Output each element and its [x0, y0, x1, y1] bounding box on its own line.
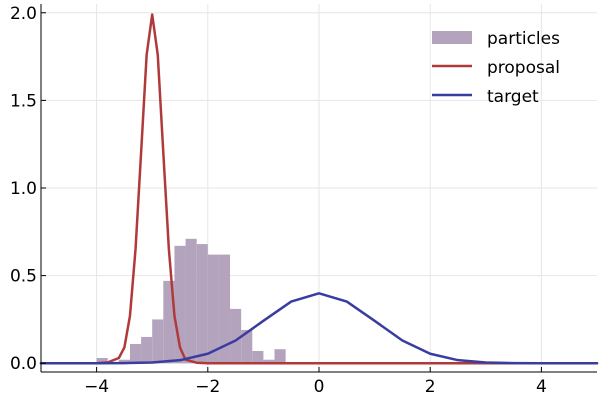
- y-tick-label: 0.5: [10, 267, 37, 287]
- histogram-bar: [118, 359, 130, 364]
- x-tick-label: 4: [536, 377, 547, 397]
- line-proposal: [39, 13, 599, 365]
- legend: particles proposal target: [432, 29, 560, 107]
- y-tick-label: 1.5: [10, 91, 37, 111]
- y-tick-label: 0.0: [10, 354, 37, 374]
- histogram-bar: [274, 349, 286, 364]
- x-tick-label: −2: [195, 377, 220, 397]
- histogram-bar: [96, 357, 108, 364]
- x-tick-label: 2: [425, 377, 436, 397]
- y-tick-label: 2.0: [10, 4, 37, 24]
- legend-swatch-particles: [432, 31, 472, 44]
- histogram-bar: [129, 343, 142, 364]
- line-series: [39, 13, 599, 365]
- histogram-bar: [163, 280, 175, 364]
- histogram-bar: [218, 254, 231, 364]
- histogram-bar: [252, 350, 264, 364]
- histogram-bar: [141, 336, 153, 364]
- legend-label-proposal: proposal: [487, 58, 560, 78]
- histogram-bar: [174, 245, 186, 364]
- histogram-bar: [196, 244, 208, 364]
- line-target: [39, 292, 599, 365]
- histogram-bar: [230, 308, 242, 364]
- legend-label-target: target: [487, 87, 539, 107]
- x-tick-label: 0: [314, 377, 325, 397]
- y-tick-label: 1.0: [10, 179, 37, 199]
- tick-labels: −4 −2 0 2 4 0.0 0.5 1.0 1.5 2.0: [10, 4, 547, 397]
- x-tick-label: −4: [84, 377, 109, 397]
- histogram-bar: [185, 238, 197, 364]
- legend-label-particles: particles: [487, 29, 560, 49]
- histogram-bar: [152, 319, 164, 364]
- histogram-bar: [263, 359, 275, 364]
- histogram-bar: [241, 329, 253, 364]
- histogram-bar: [207, 254, 219, 364]
- histogram-particles: [96, 238, 286, 364]
